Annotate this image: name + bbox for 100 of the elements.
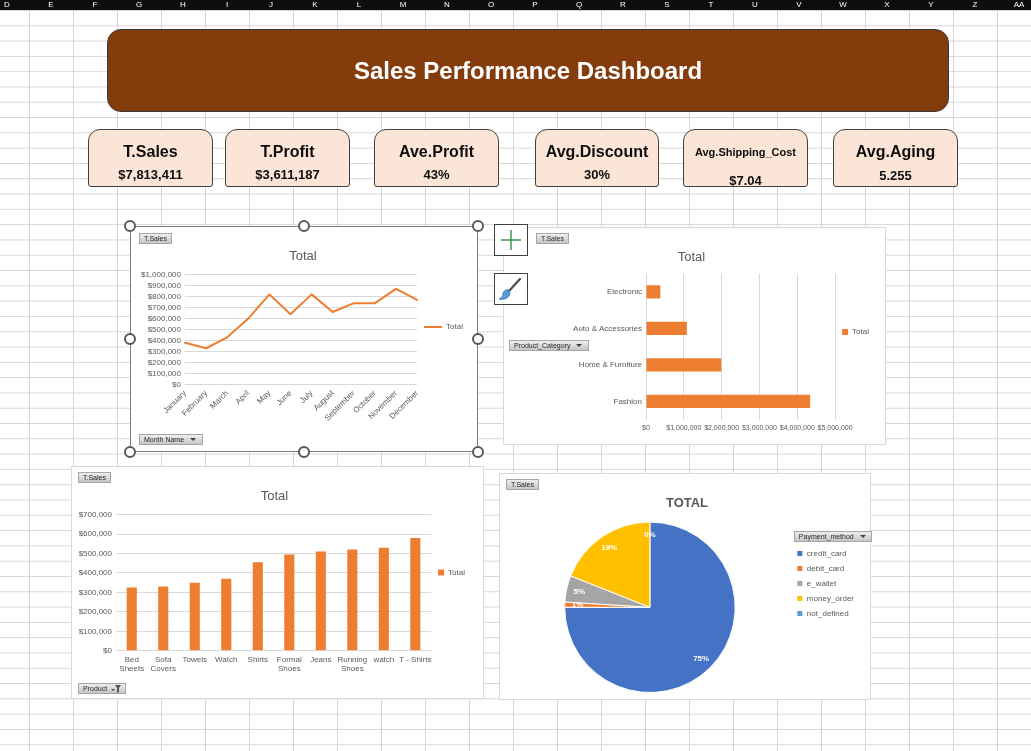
y-tick-label: $300,000: [78, 587, 113, 597]
chart-title: Total: [260, 488, 289, 504]
bar: [378, 547, 389, 651]
text: T: [707, 0, 715, 10]
x-tick-label: Sofa Covers: [150, 654, 176, 674]
text: O: [486, 0, 496, 10]
text: V: [795, 0, 803, 10]
x-tick-label: Formal Shoes: [276, 654, 302, 674]
y-tick-label: $700,000: [147, 302, 182, 312]
y-tick-label: Fashion: [613, 396, 642, 406]
bar: [158, 586, 169, 651]
y-tick-label: $1,000,000: [140, 269, 182, 279]
text: G: [134, 0, 144, 10]
x-tick-label: Bed Sheets: [119, 654, 145, 674]
legend-label: Total: [448, 567, 466, 577]
y-tick-label: $800,000: [147, 291, 182, 301]
text: K: [311, 0, 319, 10]
x-tick-label: Jeans: [310, 654, 332, 664]
bar: [315, 551, 326, 651]
chart-title: Total: [677, 249, 706, 265]
text: H: [179, 0, 187, 10]
bar: [221, 578, 232, 651]
text: T.Profit: [259, 142, 316, 162]
chart-title: Total: [289, 248, 317, 264]
text: Z: [971, 0, 979, 10]
y-tick-label: Auto & Accessories: [573, 323, 642, 333]
y-tick-label: $300,000: [147, 346, 182, 356]
chart-title: TOTAL: [665, 495, 709, 511]
legend-label: credit_card: [806, 548, 847, 558]
text: F: [91, 0, 99, 10]
text: U: [751, 0, 759, 10]
text: X: [883, 0, 891, 10]
x-tick-label: Shirts: [247, 654, 269, 664]
text: 5.255: [878, 168, 913, 184]
legend-label: e_wallet: [806, 578, 837, 588]
text: S: [663, 0, 671, 10]
data-label: 75%: [693, 653, 710, 663]
text: 0%: [644, 530, 656, 540]
text: 30%: [583, 167, 611, 183]
y-tick-label: $100,000: [147, 368, 182, 378]
x-tick-label: Running Shoes: [337, 654, 368, 674]
y-tick-label: $400,000: [147, 335, 182, 345]
x-tick-label: watch: [372, 654, 395, 664]
y-tick-label: $200,000: [78, 607, 113, 617]
y-tick-label: $900,000: [147, 280, 182, 290]
bar: [126, 587, 137, 651]
text: J: [268, 0, 274, 10]
x-tick-label: July: [298, 388, 315, 405]
y-tick-label: Home & Furniture: [578, 360, 643, 370]
text: $7,813,411: [117, 167, 184, 183]
bar: [252, 562, 263, 651]
data-label: 5%: [573, 586, 586, 596]
text: Y: [927, 0, 935, 10]
y-tick-label: $0: [103, 646, 113, 655]
bar: [347, 549, 358, 651]
text: T.Sales: [122, 142, 179, 162]
y-tick-label: $100,000: [78, 626, 113, 636]
y-tick-label: $500,000: [78, 548, 113, 558]
legend-label: debit_card: [806, 563, 845, 573]
text: I: [224, 0, 230, 10]
legend-label: not_defined: [806, 608, 849, 618]
y-tick-label: $500,000: [147, 324, 182, 334]
text: Avg.Discount: [544, 142, 650, 162]
data-label: 19%: [601, 542, 618, 552]
y-tick-label: $0: [172, 379, 182, 389]
legend-label: money_order: [806, 593, 855, 603]
bar: [646, 285, 661, 299]
text: L: [355, 0, 363, 10]
x-tick-label: Towels: [182, 654, 207, 664]
y-tick-label: $600,000: [78, 529, 113, 539]
text: Avg.Aging: [854, 142, 937, 162]
legend-label: Total: [446, 322, 464, 332]
text: Avg.Shipping_Cost: [693, 146, 797, 160]
legend-label: Total: [852, 327, 870, 337]
text: 43%: [422, 167, 451, 183]
text: Q: [574, 0, 584, 10]
bar: [646, 321, 687, 335]
y-tick-label: Electronic: [606, 287, 642, 297]
bar: [189, 582, 200, 651]
y-tick-label: $600,000: [147, 313, 182, 323]
text: Ave.Profit: [398, 142, 475, 162]
text: P: [531, 0, 539, 10]
text: AA: [1012, 0, 1026, 10]
text: D: [3, 0, 11, 10]
bar: [646, 394, 811, 408]
text: $7.04: [728, 173, 763, 189]
y-tick-label: $700,000: [78, 509, 113, 519]
text: Sales Performance Dashboard: [353, 56, 703, 85]
text: $3,611,187: [254, 167, 321, 183]
y-tick-label: $200,000: [147, 357, 182, 367]
bar: [646, 358, 722, 372]
x-tick-label: T - Shirts: [399, 654, 432, 664]
bar: [284, 554, 295, 651]
x-tick-label: Watch: [215, 654, 238, 664]
y-tick-label: $400,000: [78, 568, 113, 578]
text: N: [443, 0, 451, 10]
text: R: [619, 0, 627, 10]
text: W: [838, 0, 848, 10]
text: E: [47, 0, 55, 10]
text: M: [398, 0, 408, 10]
